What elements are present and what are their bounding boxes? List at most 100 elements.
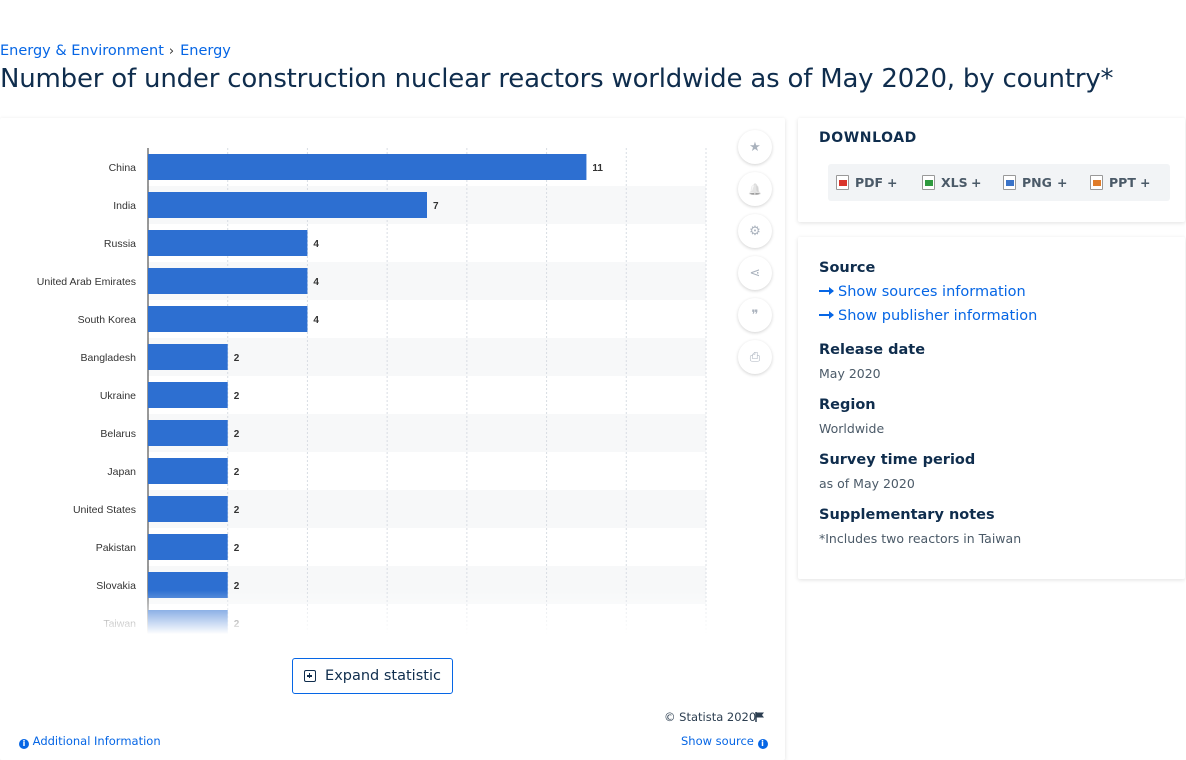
arrow-right-icon — [819, 287, 834, 295]
category-label: China — [109, 162, 137, 174]
category-label: United Arab Emirates — [37, 276, 136, 288]
bar — [148, 534, 228, 560]
pdf-label: PDF — [855, 175, 884, 190]
region-value: Worldwide — [819, 421, 885, 436]
download-png-plus[interactable]: + — [1057, 175, 1068, 190]
data-label: 2 — [234, 467, 240, 478]
data-label: 2 — [234, 391, 240, 402]
download-xls-button[interactable]: XLS — [922, 164, 968, 201]
data-label: 4 — [313, 315, 319, 326]
download-pdf-plus[interactable]: + — [887, 175, 898, 190]
release-date-label: Release date — [819, 342, 926, 358]
flag-icon[interactable] — [754, 711, 766, 723]
download-title: DOWNLOAD — [819, 130, 917, 146]
info-icon: i — [19, 739, 29, 749]
xls-label: XLS — [941, 175, 968, 190]
pdf-file-icon — [836, 175, 849, 190]
category-label: Russia — [104, 238, 136, 250]
category-label: Ukraine — [100, 390, 136, 402]
data-label: 2 — [234, 505, 240, 516]
additional-information-link[interactable]: i Additional Information — [19, 734, 161, 749]
chart-fade-overlay — [0, 590, 720, 642]
info-icon: i — [757, 739, 768, 749]
print-button[interactable]: ⎙ — [738, 340, 772, 374]
bar — [148, 154, 587, 180]
source-label: Source — [819, 260, 876, 276]
category-label: United States — [73, 504, 136, 516]
arrow-right-icon — [819, 311, 834, 319]
data-label: 2 — [234, 353, 240, 364]
category-label: Belarus — [100, 428, 136, 440]
row-band — [148, 414, 706, 452]
show-sources-link[interactable]: Show sources information — [819, 284, 1026, 300]
row-band — [148, 338, 706, 376]
expand-statistic-label: Expand statistic — [325, 668, 441, 684]
survey-period-value: as of May 2020 — [819, 476, 915, 491]
gear-icon: ⚙ — [749, 223, 761, 239]
download-ppt-button[interactable]: PPT — [1090, 164, 1136, 201]
download-png-button[interactable]: PNG — [1003, 164, 1052, 201]
data-label: 11 — [592, 163, 603, 174]
data-label: 7 — [433, 201, 439, 212]
show-publisher-link[interactable]: Show publisher information — [819, 308, 1037, 324]
download-ppt-plus[interactable]: + — [1140, 175, 1151, 190]
category-label: India — [113, 200, 136, 212]
expand-statistic-button[interactable]: Expand statistic — [292, 658, 453, 694]
survey-period-label: Survey time period — [819, 452, 976, 468]
data-label: 2 — [234, 543, 240, 554]
bar — [148, 306, 308, 332]
bar — [148, 458, 228, 484]
quote-icon: ❞ — [751, 307, 759, 323]
download-xls-plus[interactable]: + — [971, 175, 982, 190]
notification-button[interactable]: 🔔 — [738, 172, 772, 206]
png-label: PNG — [1022, 175, 1052, 190]
ppt-label: PPT — [1109, 175, 1136, 190]
breadcrumb-energy[interactable]: Energy — [180, 43, 231, 59]
breadcrumb-separator: › — [168, 44, 175, 59]
category-label: Japan — [107, 466, 136, 478]
region-label: Region — [819, 397, 876, 413]
page-title: Number of under construction nuclear rea… — [0, 64, 1114, 94]
cite-button[interactable]: ❞ — [738, 298, 772, 332]
bell-icon: 🔔 — [748, 182, 762, 196]
supplementary-notes-value: *Includes two reactors in Taiwan — [819, 531, 1022, 546]
copyright-text: © Statista 2020 — [664, 710, 757, 724]
category-label: Slovakia — [96, 580, 136, 592]
png-file-icon — [1003, 175, 1016, 190]
data-label: 4 — [313, 277, 319, 288]
xls-file-icon — [922, 175, 935, 190]
additional-information-label: Additional Information — [32, 734, 161, 748]
bar — [148, 382, 228, 408]
category-label: Bangladesh — [81, 352, 137, 364]
show-source-link[interactable]: Show source i — [681, 734, 768, 749]
chart-toolbar: ★ 🔔 ⚙ ⋖ ❞ ⎙ — [738, 130, 772, 382]
bar — [148, 230, 308, 256]
bar — [148, 268, 308, 294]
breadcrumb: Energy & Environment › Energy — [0, 43, 231, 59]
data-label: 4 — [313, 239, 319, 250]
show-sources-label: Show sources information — [838, 284, 1026, 300]
category-label: Pakistan — [96, 542, 136, 554]
download-pdf-button[interactable]: PDF — [836, 164, 883, 201]
settings-button[interactable]: ⚙ — [738, 214, 772, 248]
row-band — [148, 490, 706, 528]
bar — [148, 192, 427, 218]
data-label: 2 — [234, 429, 240, 440]
bar-chart: China 11 India 7 Russia 4 United Arab Emirates… — [37, 148, 707, 640]
bar — [148, 496, 228, 522]
favorite-button[interactable]: ★ — [738, 130, 772, 164]
statistic-details-panel: Source Show sources information Show pub… — [798, 237, 1185, 579]
bar — [148, 420, 228, 446]
share-button[interactable]: ⋖ — [738, 256, 772, 290]
share-icon: ⋖ — [749, 265, 761, 281]
download-buttons-row: PDF + XLS + PNG + PPT + — [828, 164, 1170, 201]
supplementary-notes-label: Supplementary notes — [819, 507, 995, 523]
print-icon: ⎙ — [749, 349, 761, 365]
show-source-label: Show source — [681, 734, 754, 748]
bar — [148, 344, 228, 370]
show-publisher-label: Show publisher information — [838, 308, 1038, 324]
breadcrumb-energy-environment[interactable]: Energy & Environment — [0, 43, 164, 59]
star-icon: ★ — [749, 139, 761, 155]
release-date-value: May 2020 — [819, 366, 881, 381]
ppt-file-icon — [1090, 175, 1103, 190]
